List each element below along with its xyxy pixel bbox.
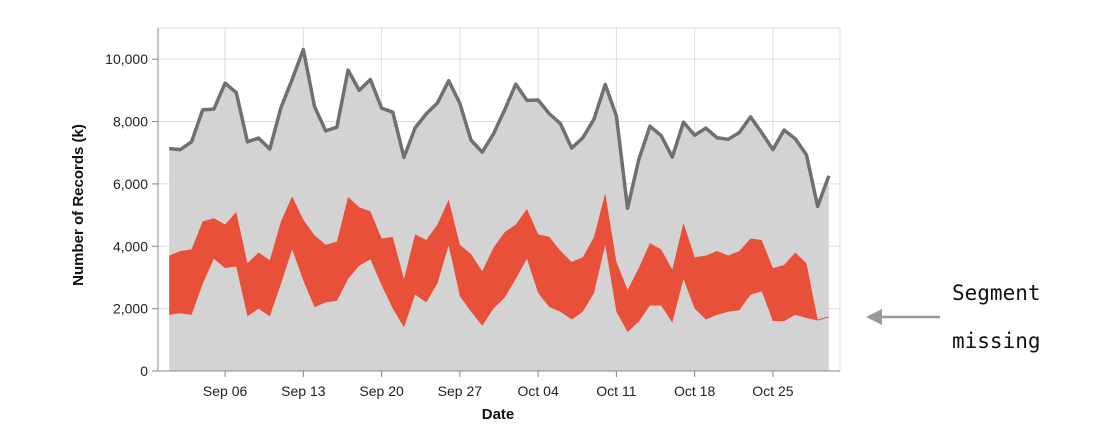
x-axis-title: Date xyxy=(482,406,515,423)
y-tick-label: 6,000 xyxy=(113,176,148,192)
range-band-area xyxy=(169,193,829,333)
y-tick-label: 8,000 xyxy=(113,114,148,130)
annotation-label-line2: missing xyxy=(952,329,1041,353)
x-tick-label: Oct 25 xyxy=(752,383,793,399)
x-tick-label: Sep 13 xyxy=(281,383,326,399)
x-tick-label: Sep 06 xyxy=(203,383,248,399)
x-axis: Sep 06 Sep 13 Sep 20 Sep 27 Oct 04 Oct 11 Oct … xyxy=(158,370,840,399)
total-records-line xyxy=(169,47,831,210)
x-tick-label: Oct 18 xyxy=(674,383,715,399)
x-tick-label: Sep 20 xyxy=(359,383,404,399)
x-tick-label: Oct 11 xyxy=(596,383,636,399)
x-tick-label: Sep 27 xyxy=(438,383,483,399)
y-tick-label: 4,000 xyxy=(113,238,148,254)
y-tick-label: 0 xyxy=(140,363,148,379)
total-records-area xyxy=(169,49,829,372)
annotation-arrow-head xyxy=(866,309,882,325)
segment-missing-annotation: Segment missing xyxy=(866,281,1041,353)
y-tick-label: 10,000 xyxy=(105,51,148,67)
y-axis-title: Number of Records (k) xyxy=(70,124,87,286)
y-axis: 0 2,000 4,000 6,000 8,000 10,000 xyxy=(105,28,159,379)
annotation-label-line1: Segment xyxy=(952,281,1041,305)
x-tick-label: Oct 04 xyxy=(518,383,559,399)
y-tick-label: 2,000 xyxy=(113,301,148,317)
chart-areas xyxy=(169,47,831,372)
